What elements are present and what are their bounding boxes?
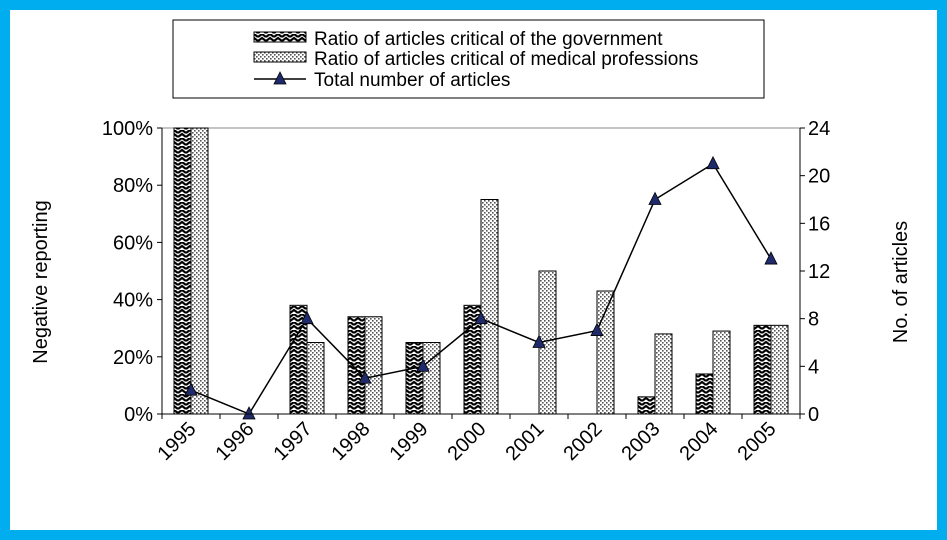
legend-swatch-triangle-icon (273, 71, 287, 85)
legend-label: Ratio of articles critical of medical pr… (314, 49, 698, 70)
bar-government-1998 (347, 316, 366, 415)
bar-medical-1995 (190, 127, 209, 415)
bar-government-1999 (405, 342, 424, 415)
bar-government-1995 (173, 127, 192, 415)
bar-medical-2003 (654, 333, 673, 415)
y-tick-label: 20% (113, 347, 153, 369)
y2-tick-label: 16 (808, 213, 830, 235)
bar-medical-2004 (712, 330, 731, 415)
point-total-articles-1995 (184, 382, 198, 396)
y-tick-label: 80% (113, 175, 153, 197)
y-tick-label: 60% (113, 232, 153, 254)
x-tick-label: 1999 (386, 418, 433, 465)
x-tick-label: 2005 (734, 418, 781, 465)
legend-label: Total number of articles (314, 70, 510, 91)
y2-tick-label: 4 (808, 356, 819, 378)
x-tick-label: 1995 (154, 418, 201, 465)
y-axis-label: Negative reporting (30, 200, 52, 363)
point-total-articles-2002 (590, 322, 604, 336)
bar-government-2005 (753, 324, 772, 415)
point-total-articles-2004 (706, 155, 720, 170)
x-tick-label: 1998 (328, 418, 375, 465)
point-total-articles-2000 (474, 310, 488, 325)
legend: Ratio of articles critical of the govern… (172, 19, 765, 99)
bar-medical-2005 (770, 324, 789, 415)
y2-tick-label: 0 (808, 404, 819, 426)
point-total-articles-1998 (358, 370, 372, 384)
bar-medical-1997 (306, 342, 325, 415)
x-tick-label: 2002 (560, 418, 607, 465)
bar-government-2003 (637, 396, 656, 415)
y-tick-label: 40% (113, 290, 153, 312)
bar-government-2004 (695, 373, 714, 415)
point-total-articles-2001 (532, 334, 546, 348)
x-tick-label: 1997 (270, 418, 317, 465)
legend-swatch-medical (253, 51, 307, 63)
point-total-articles-1997 (300, 310, 314, 325)
point-total-articles-1999 (416, 358, 430, 372)
x-tick-label: 1996 (212, 418, 259, 465)
y2-tick-label: 12 (808, 261, 830, 283)
legend-label: Ratio of articles critical of the govern… (314, 29, 663, 50)
x-tick-label: 2003 (618, 418, 665, 465)
point-total-articles-2005 (764, 251, 778, 265)
x-tick-label: 2001 (502, 418, 549, 465)
chart: Ratio of articles critical of the govern… (30, 19, 912, 465)
y2-tick-label: 24 (808, 118, 830, 140)
bar-medical-1999 (422, 342, 441, 415)
legend-swatch-government (253, 31, 307, 43)
y2-axis-label: No. of articles (890, 221, 912, 343)
y-tick-label: 100% (102, 118, 153, 140)
x-tick-label: 2004 (676, 418, 723, 465)
point-total-articles-2003 (648, 191, 662, 205)
x-tick-label: 2000 (444, 418, 491, 465)
bar-medical-2000 (480, 199, 499, 415)
y-tick-label: 0% (124, 404, 153, 426)
y2-tick-label: 8 (808, 309, 819, 331)
y2-tick-label: 20 (808, 166, 830, 188)
point-total-articles-1996 (242, 406, 256, 420)
bar-medical-1998 (364, 316, 383, 415)
chart-frame: Ratio of articles critical of the govern… (10, 10, 937, 530)
bar-medical-2002 (596, 290, 615, 415)
